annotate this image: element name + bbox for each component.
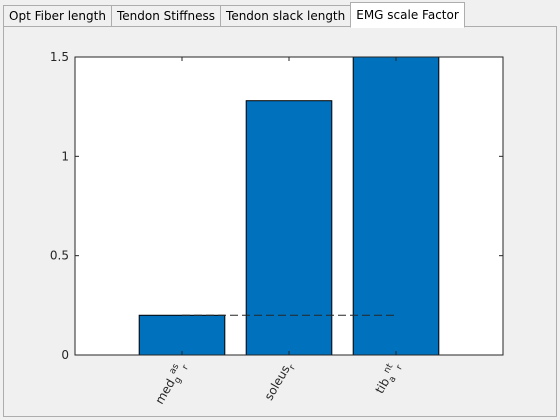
bar-soleus-r[interactable] bbox=[245, 100, 333, 356]
y-tick-label: 0.5 bbox=[50, 249, 69, 263]
bar-chart: 0 0.5 1 1.5 medgasr soleusr tibantr bbox=[50, 50, 504, 409]
tab-emg-scale-factor[interactable]: EMG scale Factor bbox=[350, 2, 465, 28]
y-tick-label: 1.5 bbox=[50, 50, 69, 64]
x-tick-label-med-gas-r: medgasr bbox=[151, 359, 191, 409]
tab-tendon-stiffness[interactable]: Tendon Stiffness bbox=[110, 5, 222, 27]
tab-panel: 0 0.5 1 1.5 medgasr soleusr tibantr bbox=[3, 26, 557, 417]
x-tick-label-tib-ant-r: tibantr bbox=[372, 359, 406, 398]
y-tick-label: 0 bbox=[61, 348, 69, 362]
y-tick-label: 1 bbox=[61, 149, 69, 163]
bar-med-gas-r[interactable] bbox=[138, 314, 226, 356]
x-tick-label-soleus-r: soleusr bbox=[262, 359, 299, 405]
tab-opt-fiber-length[interactable]: Opt Fiber length bbox=[3, 5, 112, 27]
bar-tib-ant-r[interactable] bbox=[352, 56, 440, 356]
tab-bar: Opt Fiber length Tendon Stiffness Tendon… bbox=[3, 2, 465, 28]
tab-tendon-slack-length[interactable]: Tendon slack length bbox=[220, 5, 352, 27]
